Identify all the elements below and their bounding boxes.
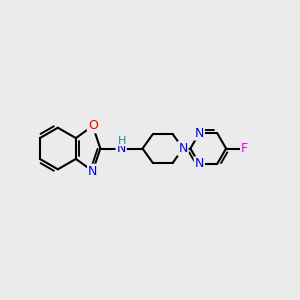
Text: F: F [241, 142, 248, 155]
Text: H: H [118, 136, 127, 146]
Text: N: N [116, 142, 126, 155]
Text: N: N [195, 158, 204, 170]
Text: N: N [178, 142, 188, 155]
Text: N: N [195, 127, 204, 140]
Text: N: N [88, 165, 98, 178]
Text: O: O [88, 119, 98, 132]
